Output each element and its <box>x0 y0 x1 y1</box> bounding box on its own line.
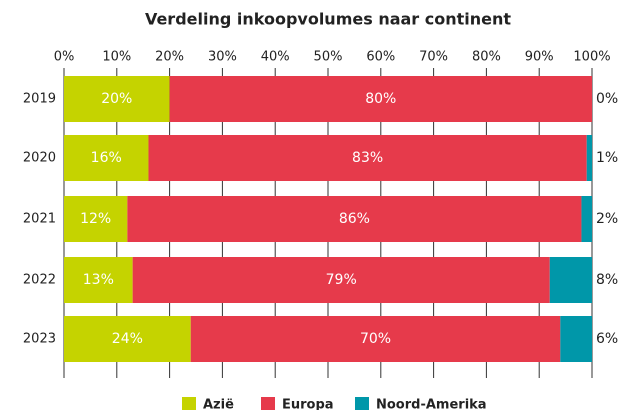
data-label: 16% <box>91 150 122 166</box>
bar-segment <box>64 316 191 362</box>
legend-swatch <box>355 397 369 410</box>
bar-segment <box>64 135 149 181</box>
legend-swatch <box>261 397 275 410</box>
bar-segment <box>64 257 133 303</box>
y-tick-label: 2022 <box>23 273 56 288</box>
legend-label: Noord-Amerika <box>376 398 487 410</box>
bar-segment <box>190 316 561 362</box>
x-tick-label: 90% <box>525 50 554 65</box>
bar-segment <box>581 196 592 242</box>
legend-label: Europa <box>282 398 334 410</box>
legend-label: Azië <box>203 398 234 410</box>
bar-segment <box>127 196 582 242</box>
data-label: 86% <box>339 211 370 227</box>
x-tick-label: 10% <box>102 50 131 65</box>
legend-swatch <box>182 397 196 410</box>
data-label: 6% <box>596 331 618 347</box>
data-label: 0% <box>596 91 618 107</box>
x-tick-label: 60% <box>366 50 395 65</box>
y-tick-label: 2019 <box>23 92 56 107</box>
data-label: 70% <box>360 331 391 347</box>
y-tick-label: 2023 <box>23 332 56 347</box>
x-tick-label: 40% <box>261 50 290 65</box>
bar-segment <box>148 135 587 181</box>
x-tick-label: 30% <box>208 50 237 65</box>
data-label: 20% <box>101 91 132 107</box>
data-label: 1% <box>596 150 618 166</box>
x-tick-label: 0% <box>54 50 75 65</box>
data-label: 83% <box>352 150 383 166</box>
chart-title: Verdeling inkoopvolumes naar continent <box>145 10 511 29</box>
x-tick-label: 50% <box>314 50 343 65</box>
y-tick-label: 2020 <box>23 151 56 166</box>
x-tick-label: 70% <box>419 50 448 65</box>
data-label: 8% <box>596 272 618 288</box>
bar-segment <box>549 257 592 303</box>
data-label: 79% <box>326 272 357 288</box>
y-tick-label: 2021 <box>23 212 56 227</box>
data-label: 24% <box>112 331 143 347</box>
x-tick-label: 20% <box>155 50 184 65</box>
bar-segment <box>169 76 592 122</box>
data-label: 2% <box>596 211 618 227</box>
x-tick-label: 100% <box>573 50 610 65</box>
data-label: 12% <box>80 211 111 227</box>
bar-segment <box>64 76 170 122</box>
data-label: 13% <box>83 272 114 288</box>
data-label: 80% <box>365 91 396 107</box>
bar-segment <box>132 257 550 303</box>
bar-segment <box>64 196 128 242</box>
bar-segment <box>586 135 592 181</box>
bar-segment <box>560 316 592 362</box>
x-tick-label: 80% <box>472 50 501 65</box>
